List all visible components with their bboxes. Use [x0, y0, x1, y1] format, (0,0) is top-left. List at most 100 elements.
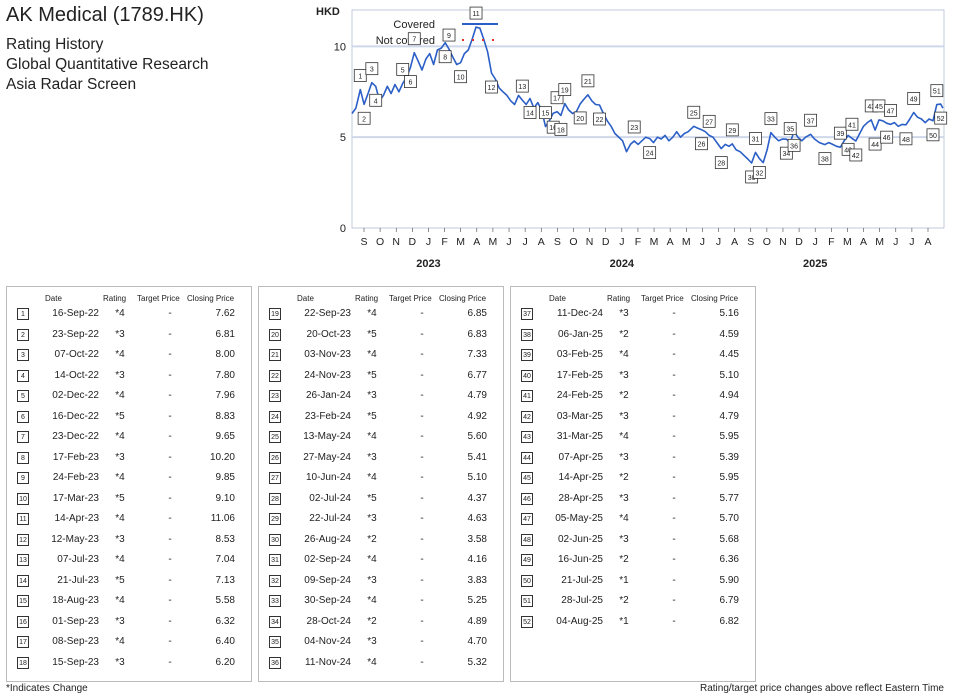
rating-marker-box — [515, 79, 529, 93]
target-price: - — [672, 615, 676, 627]
x-tick-label: M — [682, 236, 691, 248]
closing-price: 4.16 — [467, 554, 487, 565]
rating-value: *4 — [619, 513, 629, 524]
rating-marker-label: 52 — [937, 116, 945, 123]
rating-value: *4 — [115, 472, 125, 483]
y-tick-label: 5 — [340, 132, 346, 144]
table-row: 12 12-May-23 *3 - 8.53 — [7, 531, 253, 549]
rating-marker-box — [764, 112, 778, 126]
target-price: - — [168, 656, 172, 668]
rating-marker-box — [752, 166, 766, 179]
table-row: 18 15-Sep-23 *3 - 6.20 — [7, 654, 253, 672]
rating-marker-box — [725, 123, 739, 137]
rating-marker-label: 24 — [646, 151, 654, 158]
rating-marker-box — [695, 137, 708, 151]
rating-number: 49 — [521, 554, 533, 566]
x-tick-label: A — [924, 236, 931, 248]
rating-value: *3 — [367, 390, 377, 401]
rating-marker-label: 35 — [786, 127, 794, 134]
rating-number: 6 — [17, 410, 29, 423]
rating-marker: 14 — [523, 106, 537, 119]
rating-date: 04-Aug-25 — [556, 615, 603, 627]
rating-number: 19 — [269, 308, 281, 320]
rating-marker: 20 — [573, 111, 587, 125]
footnote-eastern-time: Rating/target price changes above reflec… — [699, 683, 944, 694]
rating-marker-box — [554, 122, 568, 136]
rating-number: 14 — [17, 574, 29, 587]
closing-price: 5.16 — [719, 308, 739, 319]
rating-marker-label: 50 — [929, 133, 937, 140]
closing-price: 6.77 — [467, 369, 487, 381]
subtitle-screen: Asia Radar Screen — [6, 76, 137, 93]
target-price: - — [672, 308, 676, 319]
closing-price: 3.83 — [467, 574, 487, 586]
rating-value: *2 — [619, 328, 629, 340]
rating-date: 14-Oct-22 — [54, 369, 99, 381]
rating-number: 28 — [269, 492, 281, 505]
rating-marker-box — [593, 112, 606, 126]
rating-date: 28-Jul-25 — [561, 595, 603, 606]
rating-marker-box — [884, 104, 897, 117]
rating-value: *5 — [115, 492, 125, 504]
rating-value: *4 — [367, 656, 377, 668]
rating-date: 16-Sep-22 — [52, 308, 99, 319]
rating-marker: 50 — [926, 128, 940, 142]
rating-date: 09-Sep-24 — [304, 574, 351, 586]
table-row: 16 01-Sep-23 *3 - 6.32 — [7, 613, 253, 631]
closing-price: 5.25 — [467, 595, 487, 606]
rating-date: 10-Jun-24 — [305, 472, 351, 483]
rating-number: 48 — [521, 533, 533, 546]
rating-value: *4 — [619, 431, 629, 442]
table-row: 50 21-Jul-25 *1 - 5.90 — [511, 572, 757, 590]
rating-value: *4 — [115, 349, 125, 360]
target-price: - — [672, 390, 676, 401]
table-header-target: Target Price — [641, 294, 684, 303]
target-price: - — [672, 410, 676, 422]
table-row: 14 21-Jul-23 *5 - 7.13 — [7, 572, 253, 590]
rating-date: 17-Mar-23 — [52, 492, 99, 504]
x-tick-label: F — [635, 236, 641, 248]
rating-marker-box — [845, 117, 859, 131]
target-price: - — [168, 492, 172, 504]
rating-number: 45 — [521, 472, 533, 484]
closing-price: 5.10 — [719, 369, 739, 381]
closing-price: 4.70 — [467, 636, 487, 647]
closing-price: 4.63 — [467, 513, 487, 524]
table-row: 6 16-Dec-22 *5 - 8.83 — [7, 408, 253, 426]
table-row: 9 24-Feb-23 *4 - 9.85 — [7, 469, 253, 487]
table-row: 15 18-Aug-23 *4 - 5.58 — [7, 592, 253, 610]
target-price: - — [420, 369, 424, 381]
rating-marker-box — [442, 28, 456, 42]
target-price: - — [672, 574, 676, 586]
closing-price: 6.85 — [467, 308, 487, 319]
rating-marker-label: 42 — [852, 153, 860, 160]
rating-value: *3 — [619, 492, 629, 504]
rating-marker-label: 33 — [767, 117, 775, 124]
x-tick-label: D — [409, 236, 417, 248]
rating-number: 9 — [17, 472, 29, 484]
table-row: 5 02-Dec-22 *4 - 7.96 — [7, 387, 253, 405]
rating-marker-box — [687, 105, 701, 119]
target-price: - — [420, 431, 424, 442]
rating-marker-label: 8 — [443, 55, 447, 62]
table-row: 7 23-Dec-22 *4 - 9.65 — [7, 428, 253, 446]
rating-marker: 25 — [687, 105, 701, 119]
table-row: 30 26-Aug-24 *2 - 3.58 — [259, 531, 505, 549]
rating-number: 17 — [17, 636, 29, 648]
rating-marker-label: 23 — [630, 125, 638, 132]
closing-price: 7.80 — [215, 369, 235, 381]
rating-number: 11 — [17, 513, 29, 525]
rating-marker: 39 — [833, 126, 847, 140]
table-header-rating: Rating — [607, 294, 631, 303]
closing-price: 5.68 — [719, 533, 739, 545]
rating-marker-label: 51 — [933, 89, 941, 96]
rating-marker-box — [804, 113, 818, 127]
rating-date: 28-Oct-24 — [306, 615, 351, 627]
rating-marker-label: 17 — [553, 96, 561, 103]
closing-price: 5.41 — [467, 451, 487, 463]
target-price: - — [672, 554, 676, 565]
x-tick-label: J — [700, 236, 705, 248]
closing-price: 6.32 — [215, 615, 235, 627]
rating-date: 08-Sep-23 — [52, 636, 99, 647]
closing-price: 6.82 — [719, 615, 739, 627]
